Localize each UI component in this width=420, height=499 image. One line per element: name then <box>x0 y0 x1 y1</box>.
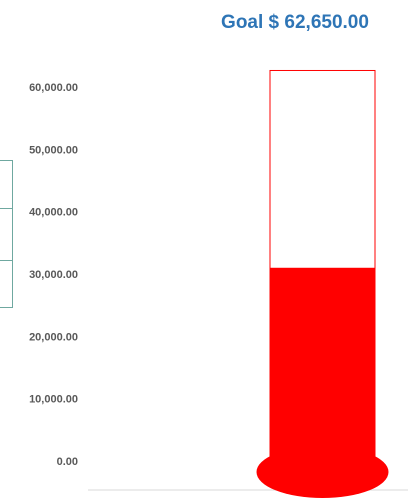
y-tick-label: 30,000.00 <box>29 269 78 281</box>
progress-fill-bar <box>270 267 375 465</box>
y-tick-label: 0.00 <box>57 456 78 468</box>
y-tick-label: 50,000.00 <box>29 144 78 156</box>
y-tick-label: 40,000.00 <box>29 207 78 219</box>
thermometer <box>256 69 389 498</box>
thermometer-bulb <box>256 446 389 498</box>
y-axis: 0.00 10,000.00 20,000.00 30,000.00 40,000.00… <box>29 82 78 468</box>
y-tick-label: 20,000.00 <box>29 331 78 343</box>
chart-title: Goal $ 62,650.00 <box>221 12 369 33</box>
y-tick-label: 60,000.00 <box>29 82 78 94</box>
y-tick-label: 10,000.00 <box>29 394 78 406</box>
side-panel-edge-3 <box>0 260 13 308</box>
